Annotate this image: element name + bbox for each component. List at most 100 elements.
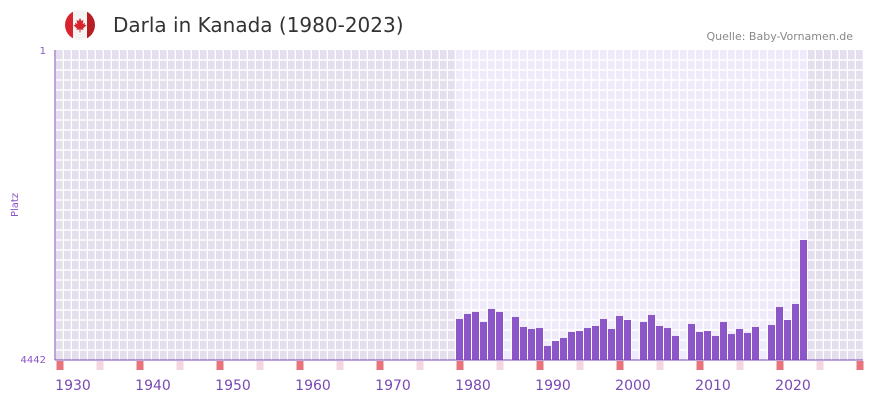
decade-marker [56,361,64,370]
grid-column [560,50,568,360]
grid-column [104,50,112,360]
grid-column [784,50,792,360]
grid-column [592,50,600,360]
decade-marker [696,361,704,370]
bar-2019 [768,325,775,360]
grid-column [320,50,328,360]
canada-flag-icon [65,10,95,40]
half-decade-marker [656,361,664,370]
grid-column [832,50,840,360]
x-tick-label: 1970 [375,378,411,394]
grid-column [248,50,256,360]
grid-column [792,50,800,360]
grid-column [384,50,392,360]
grid-column [720,50,728,360]
bar-1987 [512,317,519,360]
grid-column [400,50,408,360]
bar-1996 [584,328,591,360]
grid-column [168,50,176,360]
x-tick-label: 2000 [615,378,651,394]
grid-column [64,50,72,360]
half-decade-marker [576,361,584,370]
bar-1982 [472,311,479,360]
decade-marker [456,361,464,370]
x-tick-label: 1960 [295,378,331,394]
grid-column [552,50,560,360]
x-tick-label: 1990 [535,378,571,394]
grid-column [176,50,184,360]
grid-column [616,50,624,360]
grid-column [352,50,360,360]
bar-1983 [480,322,487,360]
bar-1995 [576,331,583,360]
grid-column [632,50,640,360]
grid-column [272,50,280,360]
decade-marker [296,361,304,370]
bar-1985 [496,311,503,360]
source-link[interactable]: Quelle: Baby-Vornamen.de [706,30,853,43]
grid-column [264,50,272,360]
bar-2005 [656,326,663,360]
grid-column [728,50,736,360]
grid-column [568,50,576,360]
grid-column [328,50,336,360]
grid-column [464,50,472,360]
bar-1999 [608,329,615,360]
grid-column [376,50,384,360]
grid-column [824,50,832,360]
bar-1997 [592,326,599,360]
grid-column [840,50,848,360]
grid-column [688,50,696,360]
grid-column [760,50,768,360]
grid-column [776,50,784,360]
grid-column [712,50,720,360]
grid-column [448,50,456,360]
grid-column [816,50,824,360]
grid-column [136,50,144,360]
grid-column [496,50,504,360]
grid-column [704,50,712,360]
chart-title: Darla in Kanada (1980-2023) [113,13,404,37]
bar-2001 [624,320,631,360]
grid-column [848,50,856,360]
grid-column [288,50,296,360]
grid-column [184,50,192,360]
grid-column [120,50,128,360]
grid-column [640,50,648,360]
grid-column [208,50,216,360]
grid-column [544,50,552,360]
grid-column [408,50,416,360]
grid-column [296,50,304,360]
bar-1993 [560,338,567,360]
grid-column [240,50,248,360]
grid-column [624,50,632,360]
grid-column [608,50,616,360]
half-decade-marker [416,361,424,370]
grid-column [696,50,704,360]
grid-column [192,50,200,360]
bar-1991 [544,345,551,360]
bar-2022 [792,304,799,360]
decade-marker [376,361,384,370]
decade-marker [216,361,224,370]
grid-column [96,50,104,360]
bar-2009 [688,323,695,360]
grid-column [656,50,664,360]
bar-1984 [488,308,495,360]
grid-column [200,50,208,360]
y-tick-top: 1 [40,46,46,57]
bar-1990 [536,328,543,360]
grid-column [152,50,160,360]
grid-column [232,50,240,360]
grid-column [600,50,608,360]
grid-column [520,50,528,360]
half-decade-marker [256,361,264,370]
half-decade-marker [816,361,824,370]
grid-column [56,50,64,360]
bar-2003 [640,322,647,360]
bar-1988 [520,326,527,360]
x-tick-label: 1980 [455,378,491,394]
bar-2023 [800,240,807,360]
grid-column [368,50,376,360]
x-tick-label: 2010 [695,378,731,394]
